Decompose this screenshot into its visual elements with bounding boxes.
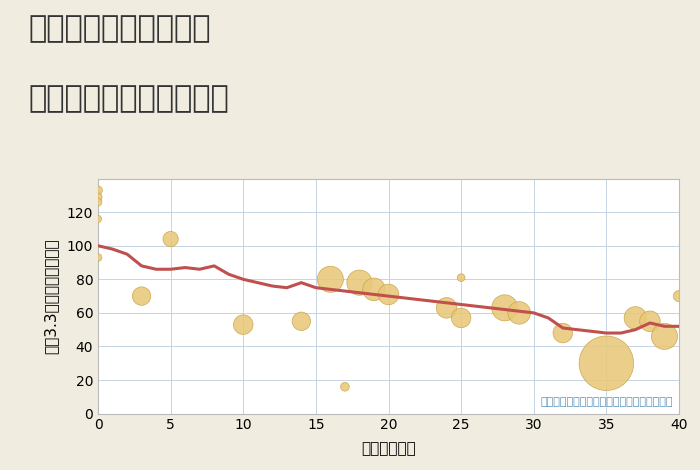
Point — [659, 333, 670, 340]
Point — [92, 193, 104, 201]
Y-axis label: 坪（3.3㎡）単価（万円）: 坪（3.3㎡）単価（万円） — [43, 238, 58, 354]
Point — [601, 360, 612, 367]
Point — [92, 254, 104, 261]
Point — [673, 292, 685, 300]
Point — [368, 286, 379, 293]
Point — [456, 274, 467, 282]
Point — [557, 329, 568, 337]
Point — [499, 304, 510, 312]
Point — [645, 318, 656, 325]
Point — [237, 321, 249, 329]
Point — [165, 235, 176, 243]
Text: 築年数別中古戸建て価格: 築年数別中古戸建て価格 — [28, 85, 229, 114]
X-axis label: 築年数（年）: 築年数（年） — [361, 441, 416, 456]
Point — [136, 292, 147, 300]
Point — [383, 290, 394, 298]
Text: 円の大きさは、取引のあった物件面積を示す: 円の大きさは、取引のあった物件面積を示す — [540, 397, 673, 407]
Point — [441, 304, 452, 312]
Point — [340, 383, 351, 391]
Point — [296, 318, 307, 325]
Point — [630, 314, 641, 321]
Point — [514, 309, 525, 317]
Text: 奈良県奈良市若葉台の: 奈良県奈良市若葉台の — [28, 14, 211, 43]
Point — [92, 198, 104, 206]
Point — [92, 215, 104, 223]
Point — [354, 279, 365, 286]
Point — [325, 275, 336, 283]
Point — [92, 187, 104, 194]
Point — [456, 314, 467, 321]
